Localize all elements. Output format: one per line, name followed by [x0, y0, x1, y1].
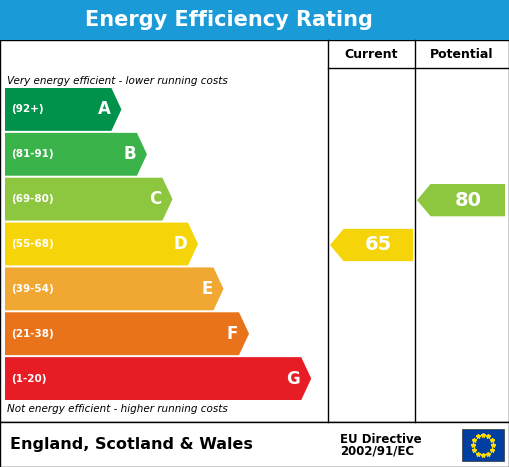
Polygon shape	[5, 312, 249, 355]
Text: (55-68): (55-68)	[11, 239, 54, 249]
Text: Energy Efficiency Rating: Energy Efficiency Rating	[85, 10, 373, 30]
Text: EU Directive: EU Directive	[340, 433, 421, 446]
Text: England, Scotland & Wales: England, Scotland & Wales	[10, 437, 253, 452]
Polygon shape	[5, 268, 223, 310]
Text: (92+): (92+)	[11, 105, 44, 114]
Text: (69-80): (69-80)	[11, 194, 53, 204]
Polygon shape	[5, 223, 198, 265]
Text: Potential: Potential	[430, 48, 494, 61]
Text: B: B	[123, 145, 136, 163]
Polygon shape	[5, 88, 122, 131]
Text: F: F	[227, 325, 238, 343]
Text: (21-38): (21-38)	[11, 329, 54, 339]
Text: E: E	[201, 280, 213, 298]
Polygon shape	[5, 178, 173, 220]
Text: 80: 80	[454, 191, 482, 210]
Text: Not energy efficient - higher running costs: Not energy efficient - higher running co…	[7, 404, 228, 414]
Text: A: A	[98, 100, 110, 119]
Polygon shape	[417, 184, 505, 216]
Text: 2002/91/EC: 2002/91/EC	[340, 444, 414, 457]
Text: D: D	[173, 235, 187, 253]
Bar	[0, 422, 509, 467]
Text: G: G	[287, 369, 300, 388]
Bar	[462, 429, 504, 461]
Polygon shape	[330, 229, 413, 261]
Text: (81-91): (81-91)	[11, 149, 53, 159]
Text: Very energy efficient - lower running costs: Very energy efficient - lower running co…	[7, 76, 228, 86]
Text: C: C	[149, 190, 161, 208]
Bar	[0, 0, 509, 40]
Text: (39-54): (39-54)	[11, 284, 54, 294]
Polygon shape	[5, 133, 147, 176]
Text: (1-20): (1-20)	[11, 374, 46, 383]
Polygon shape	[5, 357, 311, 400]
Text: Current: Current	[345, 48, 398, 61]
Text: 65: 65	[364, 235, 392, 255]
Bar	[0, 40, 509, 422]
